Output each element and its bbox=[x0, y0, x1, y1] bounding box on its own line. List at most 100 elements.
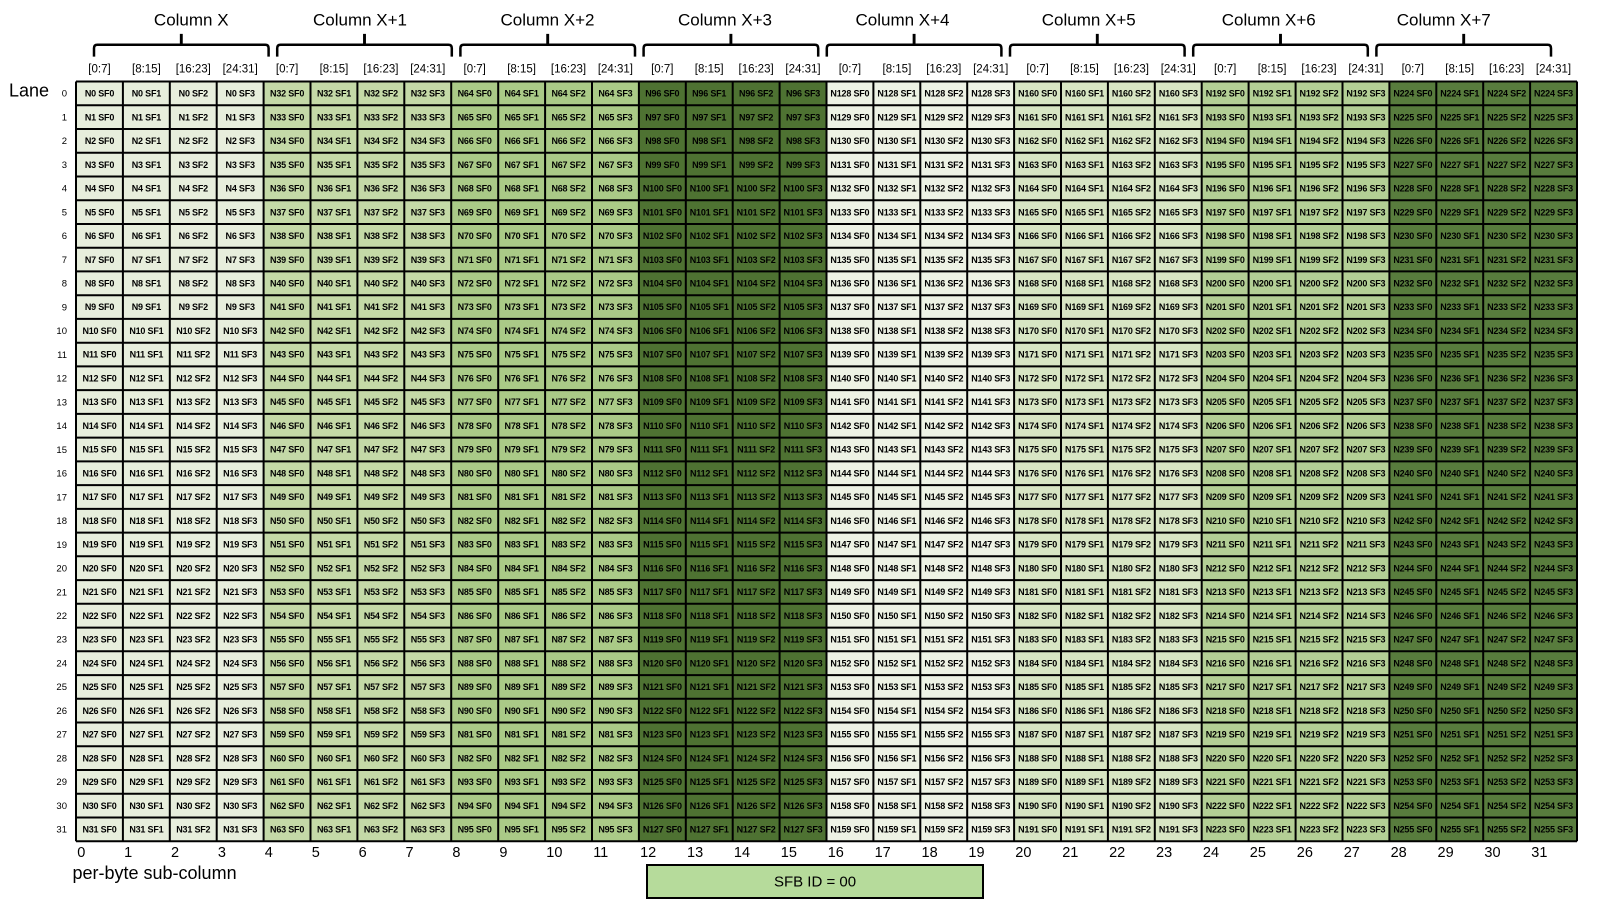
svg-text:N76 SF3: N76 SF3 bbox=[598, 374, 632, 384]
svg-text:N166 SF0: N166 SF0 bbox=[1018, 231, 1057, 241]
svg-text:N69 SF1: N69 SF1 bbox=[505, 207, 539, 217]
svg-text:N106 SF1: N106 SF1 bbox=[690, 326, 729, 336]
svg-text:N196 SF1: N196 SF1 bbox=[1253, 184, 1292, 194]
svg-text:N216 SF3: N216 SF3 bbox=[1346, 658, 1385, 668]
svg-text:N124 SF2: N124 SF2 bbox=[737, 753, 776, 763]
svg-text:N21 SF3: N21 SF3 bbox=[223, 587, 257, 597]
svg-text:N49 SF2: N49 SF2 bbox=[364, 492, 398, 502]
svg-text:N189 SF1: N189 SF1 bbox=[1065, 777, 1104, 787]
svg-text:N93 SF3: N93 SF3 bbox=[598, 777, 632, 787]
svg-text:N122 SF2: N122 SF2 bbox=[737, 706, 776, 716]
svg-text:N227 SF2: N227 SF2 bbox=[1487, 160, 1526, 170]
svg-text:N164 SF0: N164 SF0 bbox=[1018, 184, 1057, 194]
svg-text:N23 SF1: N23 SF1 bbox=[129, 635, 163, 645]
svg-text:N169 SF0: N169 SF0 bbox=[1018, 302, 1057, 312]
svg-text:N247 SF2: N247 SF2 bbox=[1487, 635, 1526, 645]
svg-text:N180 SF2: N180 SF2 bbox=[1112, 563, 1151, 573]
svg-text:27: 27 bbox=[56, 730, 67, 741]
svg-text:[0:7]: [0:7] bbox=[1402, 63, 1424, 75]
svg-text:N192 SF1: N192 SF1 bbox=[1253, 89, 1292, 99]
svg-text:8: 8 bbox=[452, 845, 460, 861]
svg-text:N80 SF3: N80 SF3 bbox=[598, 468, 632, 478]
svg-text:N29 SF3: N29 SF3 bbox=[223, 777, 257, 787]
svg-text:N96 SF0: N96 SF0 bbox=[645, 89, 679, 99]
svg-text:N94 SF1: N94 SF1 bbox=[505, 801, 539, 811]
svg-text:N24 SF0: N24 SF0 bbox=[82, 658, 116, 668]
svg-text:N132 SF0: N132 SF0 bbox=[830, 184, 869, 194]
svg-text:N58 SF2: N58 SF2 bbox=[364, 706, 398, 716]
svg-text:N225 SF0: N225 SF0 bbox=[1393, 112, 1432, 122]
svg-text:N126 SF2: N126 SF2 bbox=[737, 801, 776, 811]
svg-text:N221 SF3: N221 SF3 bbox=[1346, 777, 1385, 787]
svg-text:N58 SF0: N58 SF0 bbox=[270, 706, 304, 716]
svg-text:N7 SF1: N7 SF1 bbox=[132, 255, 162, 265]
svg-text:N82 SF1: N82 SF1 bbox=[505, 753, 539, 763]
svg-text:N242 SF0: N242 SF0 bbox=[1393, 516, 1432, 526]
svg-text:N42 SF1: N42 SF1 bbox=[317, 326, 351, 336]
svg-text:N128 SF1: N128 SF1 bbox=[877, 89, 916, 99]
svg-text:N109 SF3: N109 SF3 bbox=[784, 397, 823, 407]
svg-text:N243 SF2: N243 SF2 bbox=[1487, 540, 1526, 550]
svg-text:N147 SF1: N147 SF1 bbox=[877, 540, 916, 550]
svg-text:N47 SF1: N47 SF1 bbox=[317, 445, 351, 455]
svg-text:N138 SF1: N138 SF1 bbox=[877, 326, 916, 336]
svg-text:N68 SF2: N68 SF2 bbox=[551, 184, 585, 194]
svg-text:N185 SF1: N185 SF1 bbox=[1065, 682, 1104, 692]
svg-text:N177 SF0: N177 SF0 bbox=[1018, 492, 1057, 502]
svg-text:N205 SF3: N205 SF3 bbox=[1346, 397, 1385, 407]
svg-text:N122 SF3: N122 SF3 bbox=[784, 706, 823, 716]
svg-text:N130 SF0: N130 SF0 bbox=[830, 136, 869, 146]
svg-text:N78 SF0: N78 SF0 bbox=[458, 421, 492, 431]
svg-text:N190 SF2: N190 SF2 bbox=[1112, 801, 1151, 811]
svg-text:N222 SF3: N222 SF3 bbox=[1346, 801, 1385, 811]
svg-text:N170 SF3: N170 SF3 bbox=[1159, 326, 1198, 336]
svg-text:N64 SF1: N64 SF1 bbox=[505, 89, 539, 99]
svg-text:N10 SF3: N10 SF3 bbox=[223, 326, 257, 336]
svg-text:N241 SF3: N241 SF3 bbox=[1534, 492, 1573, 502]
svg-text:N108 SF2: N108 SF2 bbox=[737, 374, 776, 384]
svg-text:N158 SF0: N158 SF0 bbox=[830, 801, 869, 811]
svg-text:N134 SF0: N134 SF0 bbox=[830, 231, 869, 241]
svg-text:N174 SF0: N174 SF0 bbox=[1018, 421, 1057, 431]
svg-text:N1 SF1: N1 SF1 bbox=[132, 112, 162, 122]
svg-text:N78 SF2: N78 SF2 bbox=[551, 421, 585, 431]
svg-text:N109 SF1: N109 SF1 bbox=[690, 397, 729, 407]
svg-text:N126 SF0: N126 SF0 bbox=[643, 801, 682, 811]
svg-text:N228 SF2: N228 SF2 bbox=[1487, 184, 1526, 194]
svg-text:N224 SF3: N224 SF3 bbox=[1534, 89, 1573, 99]
svg-text:N173 SF2: N173 SF2 bbox=[1112, 397, 1151, 407]
svg-text:N136 SF0: N136 SF0 bbox=[830, 279, 869, 289]
svg-text:N171 SF3: N171 SF3 bbox=[1159, 350, 1198, 360]
svg-text:N36 SF1: N36 SF1 bbox=[317, 184, 351, 194]
svg-text:N145 SF1: N145 SF1 bbox=[877, 492, 916, 502]
svg-text:N87 SF0: N87 SF0 bbox=[458, 635, 492, 645]
svg-text:N48 SF3: N48 SF3 bbox=[411, 468, 445, 478]
svg-text:N140 SF2: N140 SF2 bbox=[924, 374, 963, 384]
svg-text:N54 SF2: N54 SF2 bbox=[364, 611, 398, 621]
svg-text:N246 SF2: N246 SF2 bbox=[1487, 611, 1526, 621]
svg-text:9: 9 bbox=[62, 302, 67, 313]
svg-text:N197 SF2: N197 SF2 bbox=[1300, 207, 1339, 217]
svg-text:N232 SF1: N232 SF1 bbox=[1440, 279, 1479, 289]
svg-text:N5 SF2: N5 SF2 bbox=[179, 207, 209, 217]
svg-text:12: 12 bbox=[640, 845, 656, 861]
svg-text:[0:7]: [0:7] bbox=[839, 63, 861, 75]
svg-text:N70 SF3: N70 SF3 bbox=[598, 231, 632, 241]
svg-text:N113 SF3: N113 SF3 bbox=[784, 492, 823, 502]
svg-text:N158 SF1: N158 SF1 bbox=[877, 801, 916, 811]
svg-text:N217 SF3: N217 SF3 bbox=[1346, 682, 1385, 692]
svg-text:N238 SF0: N238 SF0 bbox=[1393, 421, 1432, 431]
svg-text:N218 SF0: N218 SF0 bbox=[1206, 706, 1245, 716]
svg-text:N195 SF0: N195 SF0 bbox=[1206, 160, 1245, 170]
svg-text:[0:7]: [0:7] bbox=[88, 63, 110, 75]
svg-text:N237 SF3: N237 SF3 bbox=[1534, 397, 1573, 407]
svg-text:N177 SF3: N177 SF3 bbox=[1159, 492, 1198, 502]
svg-text:N81 SF1: N81 SF1 bbox=[505, 730, 539, 740]
svg-text:N37 SF3: N37 SF3 bbox=[411, 207, 445, 217]
svg-text:N75 SF0: N75 SF0 bbox=[458, 350, 492, 360]
svg-text:N84 SF0: N84 SF0 bbox=[458, 563, 492, 573]
svg-text:N43 SF0: N43 SF0 bbox=[270, 350, 304, 360]
svg-text:N136 SF2: N136 SF2 bbox=[924, 279, 963, 289]
svg-text:N251 SF1: N251 SF1 bbox=[1440, 730, 1479, 740]
svg-text:N52 SF3: N52 SF3 bbox=[411, 563, 445, 573]
